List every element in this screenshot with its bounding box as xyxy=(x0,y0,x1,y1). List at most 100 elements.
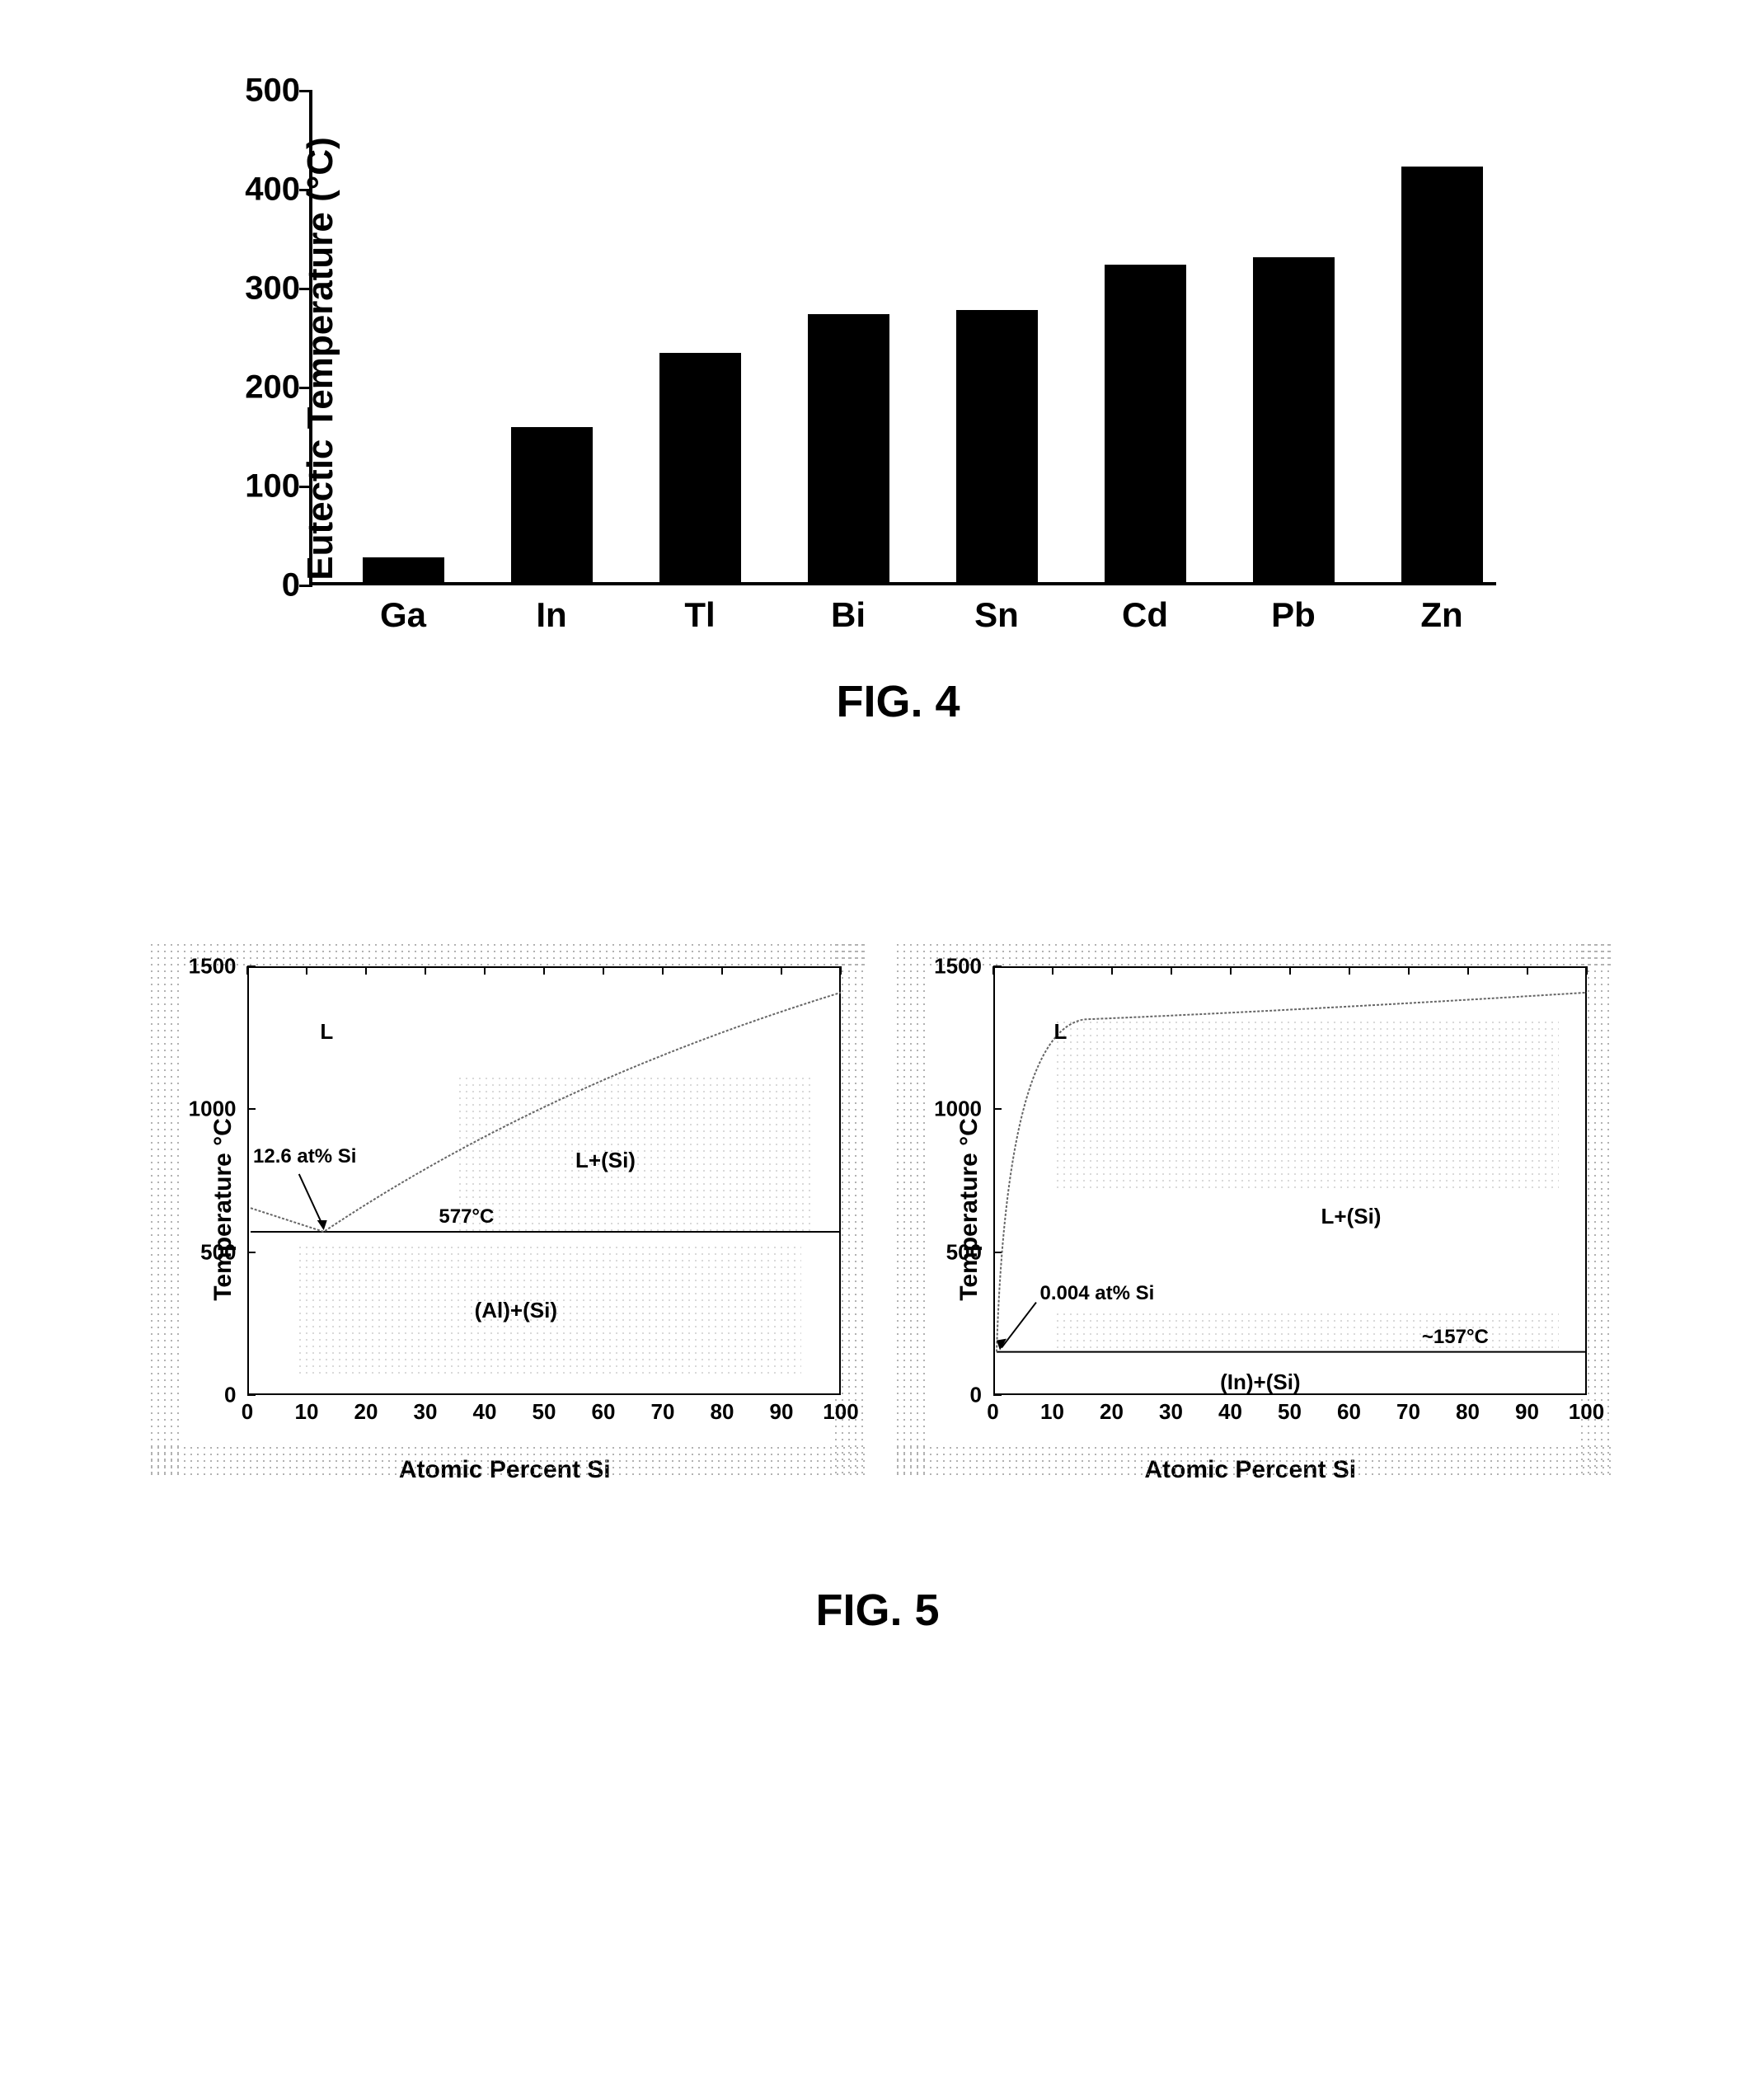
x-tick-top xyxy=(1586,966,1588,975)
x-tick-label: 20 xyxy=(345,1399,387,1425)
y-axis-label: Temperature °C xyxy=(209,1118,237,1301)
x-category-label: Bi xyxy=(815,595,881,635)
y-tick xyxy=(247,1394,256,1396)
x-tick-label: 20 xyxy=(1091,1399,1133,1425)
x-tick-top xyxy=(1230,966,1232,975)
eutectic-composition-label: 0.004 at% Si xyxy=(1040,1282,1155,1305)
x-tick-label: 30 xyxy=(405,1399,446,1425)
x-category-label: Tl xyxy=(667,595,733,635)
y-tick xyxy=(299,288,312,290)
x-tick-top xyxy=(662,966,664,975)
x-tick-label: 10 xyxy=(1032,1399,1073,1425)
x-tick-label: 30 xyxy=(1151,1399,1192,1425)
x-tick-top xyxy=(484,966,486,975)
x-tick-label: 10 xyxy=(286,1399,327,1425)
x-tick-label: 90 xyxy=(1507,1399,1548,1425)
x-tick-label: 70 xyxy=(1388,1399,1429,1425)
x-tick-label: 80 xyxy=(1448,1399,1489,1425)
y-tick xyxy=(299,486,312,488)
bar xyxy=(1401,167,1483,582)
x-tick-label: 50 xyxy=(523,1399,565,1425)
region-solid: (Al)+(Si) xyxy=(475,1298,557,1323)
x-tick-top xyxy=(1408,966,1410,975)
x-tick-top xyxy=(543,966,545,975)
x-tick-top xyxy=(1467,966,1469,975)
y-tick-label: 0 xyxy=(201,567,300,604)
region-liquid: L xyxy=(320,1019,333,1045)
eutectic-temp-label: ~157°C xyxy=(1422,1326,1489,1349)
plot-area: 0.004 at% Si~157°CLL+(Si)(In)+(Si) xyxy=(993,966,1587,1395)
x-tick-top xyxy=(1289,966,1291,975)
y-tick xyxy=(299,189,312,191)
x-tick-label: 80 xyxy=(702,1399,743,1425)
x-tick-top xyxy=(425,966,426,975)
y-tick-label: 400 xyxy=(201,171,300,209)
x-tick-top xyxy=(365,966,367,975)
eutectic-composition-label: 12.6 at% Si xyxy=(253,1145,356,1168)
dotted-bg xyxy=(148,1445,866,1478)
dotted-bg xyxy=(894,1445,1612,1478)
region-liquid-solid: L+(Si) xyxy=(1321,1204,1382,1229)
region-solid: (In)+(Si) xyxy=(1220,1369,1301,1395)
bar xyxy=(956,310,1038,582)
x-category-label: Sn xyxy=(964,595,1030,635)
dotted-bg xyxy=(894,942,1612,966)
y-tick-label: 500 xyxy=(916,1239,982,1265)
figure-5-caption: FIG. 5 xyxy=(148,1585,1607,1636)
bar xyxy=(1105,265,1186,582)
phase-diagram-left: Temperature °C Atomic Percent Si 12.6 at… xyxy=(148,942,861,1478)
bar xyxy=(1253,257,1335,582)
figure-5: Temperature °C Atomic Percent Si 12.6 at… xyxy=(148,942,1607,1478)
y-tick xyxy=(993,1108,1002,1110)
y-tick xyxy=(247,1252,256,1253)
y-tick-label: 500 xyxy=(201,73,300,110)
x-tick-top xyxy=(1171,966,1172,975)
x-tick-label: 40 xyxy=(464,1399,505,1425)
plot-area: 0100200300400500GaInTlBiSnCdPbZn xyxy=(309,91,1496,585)
phase-diagram-right: Temperature °C Atomic Percent Si 0.004 a… xyxy=(894,942,1607,1478)
x-tick-label: 90 xyxy=(761,1399,802,1425)
x-tick-top xyxy=(1111,966,1113,975)
y-tick xyxy=(993,1252,1002,1253)
x-category-label: In xyxy=(519,595,584,635)
y-tick-label: 1000 xyxy=(171,1097,237,1122)
y-tick xyxy=(247,965,256,967)
plot-area: 12.6 at% Si 577°C L L+(Si) (Al)+(Si) xyxy=(247,966,841,1395)
y-tick xyxy=(299,387,312,389)
y-tick-label: 200 xyxy=(201,369,300,406)
y-axis-label: Temperature °C xyxy=(955,1118,983,1301)
eutectic-temp-label: 577°C xyxy=(439,1205,494,1229)
region-liquid-solid: L+(Si) xyxy=(575,1148,636,1173)
x-tick-top xyxy=(992,966,994,975)
y-tick xyxy=(299,90,312,92)
x-tick-label: 60 xyxy=(583,1399,624,1425)
bar xyxy=(363,557,444,582)
x-tick-top xyxy=(1527,966,1528,975)
y-tick xyxy=(299,585,312,587)
figure-4: Eutectic Temperature (°C) 01002003004005… xyxy=(190,91,1607,727)
figure-4-caption: FIG. 4 xyxy=(190,676,1607,727)
x-tick-top xyxy=(1349,966,1350,975)
y-tick xyxy=(993,1394,1002,1396)
x-tick-label: 0 xyxy=(973,1399,1014,1425)
x-tick-top xyxy=(1052,966,1053,975)
x-tick-top xyxy=(246,966,248,975)
bar-chart: Eutectic Temperature (°C) 01002003004005… xyxy=(190,91,1509,627)
x-tick-label: 70 xyxy=(642,1399,683,1425)
x-category-label: Cd xyxy=(1112,595,1178,635)
x-tick-label: 100 xyxy=(1566,1399,1607,1425)
x-tick-label: 60 xyxy=(1329,1399,1370,1425)
y-tick-label: 1500 xyxy=(171,954,237,980)
x-tick-top xyxy=(781,966,782,975)
x-tick-top xyxy=(306,966,307,975)
x-category-label: Pb xyxy=(1260,595,1326,635)
x-tick-label: 0 xyxy=(227,1399,268,1425)
y-tick xyxy=(993,965,1002,967)
y-tick-label: 1500 xyxy=(916,954,982,980)
bar xyxy=(659,353,741,582)
dotted-bg xyxy=(148,942,866,966)
x-tick-top xyxy=(840,966,842,975)
x-tick-top xyxy=(721,966,723,975)
bar xyxy=(808,314,889,582)
y-tick-label: 1000 xyxy=(916,1097,982,1122)
